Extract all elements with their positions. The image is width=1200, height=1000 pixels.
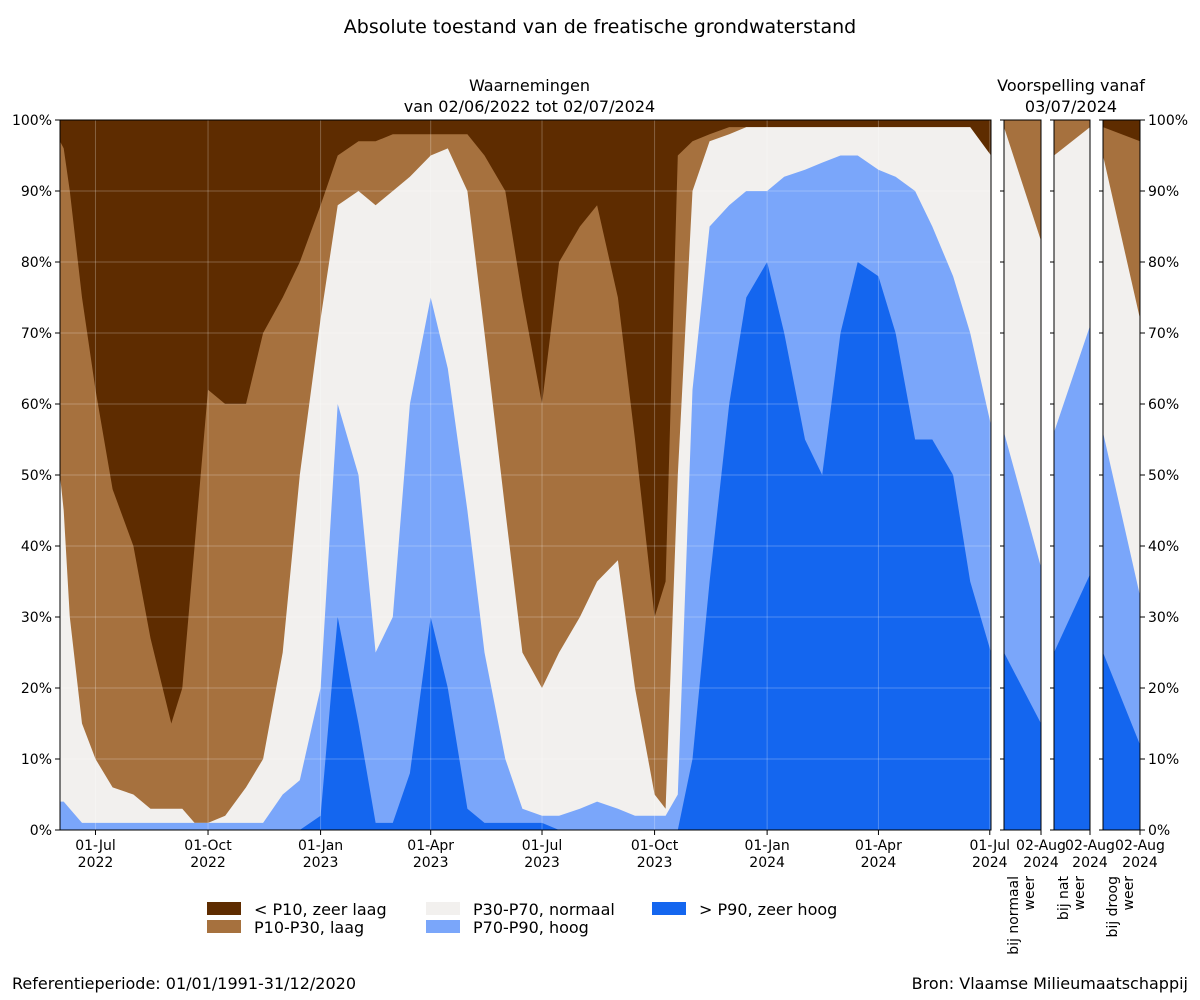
legend-label-zeer-laag: < P10, zeer laag bbox=[254, 900, 387, 919]
scenario-label-line2: weer bbox=[1121, 876, 1137, 911]
x-tick-label: 01-Jul bbox=[522, 838, 563, 854]
x-tick-label: 01-Jan bbox=[298, 838, 343, 854]
x-tick-label: 01-Apr bbox=[855, 838, 902, 854]
x-tick-label: 01-Jul bbox=[970, 838, 1011, 854]
forecast-panel-2-band-zeer-hoog bbox=[1054, 574, 1090, 830]
reference-period-note: Referentieperiode: 01/01/1991-31/12/2020 bbox=[12, 974, 356, 993]
y-tick-label-right: 90% bbox=[1148, 184, 1179, 200]
scenario-label-line2: weer bbox=[1072, 876, 1088, 911]
y-tick-label-right: 50% bbox=[1148, 468, 1179, 484]
forecast-panel-1-scenario-label: bij normaal weer bbox=[1006, 876, 1038, 955]
x-tick-label: 01-Jan bbox=[745, 838, 790, 854]
legend-swatch-laag bbox=[207, 920, 241, 933]
x-tick-label: 01-Apr bbox=[407, 838, 454, 854]
y-tick-label: 10% bbox=[21, 752, 52, 768]
x-tick-label: 2022 bbox=[190, 855, 226, 871]
forecast-panel-3-band-zeer-hoog bbox=[1103, 652, 1140, 830]
chart-title: Absolute toestand van de freatische gron… bbox=[343, 16, 857, 38]
forecast-subtitle: 03/07/2024 bbox=[1025, 97, 1117, 116]
y-tick-label-right: 10% bbox=[1148, 752, 1179, 768]
y-tick-label: 60% bbox=[21, 397, 52, 413]
y-tick-label: 50% bbox=[21, 468, 52, 484]
x-tick-label: 2023 bbox=[413, 855, 449, 871]
forecast-panel-1-band-zeer-hoog bbox=[1004, 652, 1041, 830]
observations-title: Waarnemingen bbox=[469, 76, 590, 95]
y-tick-label: 90% bbox=[21, 184, 52, 200]
band-zeer-hoog bbox=[60, 262, 991, 830]
legend-label-laag: P10-P30, laag bbox=[254, 918, 364, 937]
x-tick-label: 2024 bbox=[861, 855, 897, 871]
forecast-panel-1-x-tick-label: 2024 bbox=[1023, 855, 1059, 871]
x-tick-label: 2022 bbox=[78, 855, 114, 871]
y-tick-label: 40% bbox=[21, 539, 52, 555]
y-tick-label-right: 60% bbox=[1148, 397, 1179, 413]
y-tick-label-right: 30% bbox=[1148, 610, 1179, 626]
grid bbox=[60, 120, 991, 830]
observations-subtitle: van 02/06/2022 tot 02/07/2024 bbox=[404, 97, 655, 116]
x-tick-label: 01-Jul bbox=[75, 838, 116, 854]
y-tick-label-right: 0% bbox=[1148, 823, 1170, 839]
y-tick-label-right: 20% bbox=[1148, 681, 1179, 697]
y-tick-label: 80% bbox=[21, 255, 52, 271]
y-tick-label: 0% bbox=[30, 823, 52, 839]
y-tick-label-right: 40% bbox=[1148, 539, 1179, 555]
forecast-panel-2-x-tick-label: 02-Aug bbox=[1065, 838, 1115, 854]
x-tick-label: 2023 bbox=[524, 855, 560, 871]
forecast-panel-3-x-tick-label: 2024 bbox=[1122, 855, 1158, 871]
forecast-panel-3-scenario-label: bij droog weer bbox=[1105, 876, 1137, 938]
source-note: Bron: Vlaamse Milieumaatschappij bbox=[911, 974, 1188, 993]
legend-swatch-zeer-laag bbox=[207, 902, 241, 915]
scenario-label-line1: bij nat bbox=[1056, 875, 1072, 920]
forecast-panel-2-x-tick-label: 2024 bbox=[1072, 855, 1108, 871]
scenario-label-line1: bij normaal bbox=[1006, 876, 1022, 955]
forecast-panel-3-x-tick-label: 02-Aug bbox=[1115, 838, 1165, 854]
forecast-panel-2-scenario-label: bij nat weer bbox=[1056, 875, 1088, 920]
scenario-label-line2: weer bbox=[1022, 876, 1038, 911]
legend-swatch-zeer-hoog bbox=[652, 902, 686, 915]
x-tick-label: 2023 bbox=[637, 855, 673, 871]
scenario-label-line1: bij droog bbox=[1105, 876, 1121, 937]
legend-swatch-hoog bbox=[426, 920, 460, 933]
legend-label-zeer-hoog: > P90, zeer hoog bbox=[699, 900, 837, 919]
x-tick-label: 2023 bbox=[303, 855, 339, 871]
x-tick-label: 2024 bbox=[972, 855, 1008, 871]
y-tick-label-right: 70% bbox=[1148, 326, 1179, 342]
y-tick-label: 30% bbox=[21, 610, 52, 626]
x-tick-label: 01-Oct bbox=[631, 838, 679, 854]
forecast-title: Voorspelling vanaf bbox=[997, 76, 1145, 95]
y-tick-label-right: 80% bbox=[1148, 255, 1179, 271]
x-tick-label: 01-Oct bbox=[184, 838, 232, 854]
legend-label-hoog: P70-P90, hoog bbox=[473, 918, 589, 937]
x-tick-label: 2024 bbox=[749, 855, 785, 871]
y-tick-label-right: 100% bbox=[1148, 113, 1188, 129]
y-tick-label: 20% bbox=[21, 681, 52, 697]
legend-label-normaal: P30-P70, normaal bbox=[473, 900, 615, 919]
y-tick-label: 100% bbox=[12, 113, 52, 129]
legend-swatch-normaal bbox=[426, 902, 460, 915]
forecast-panel-1-x-tick-label: 02-Aug bbox=[1016, 838, 1066, 854]
y-tick-label: 70% bbox=[21, 326, 52, 342]
